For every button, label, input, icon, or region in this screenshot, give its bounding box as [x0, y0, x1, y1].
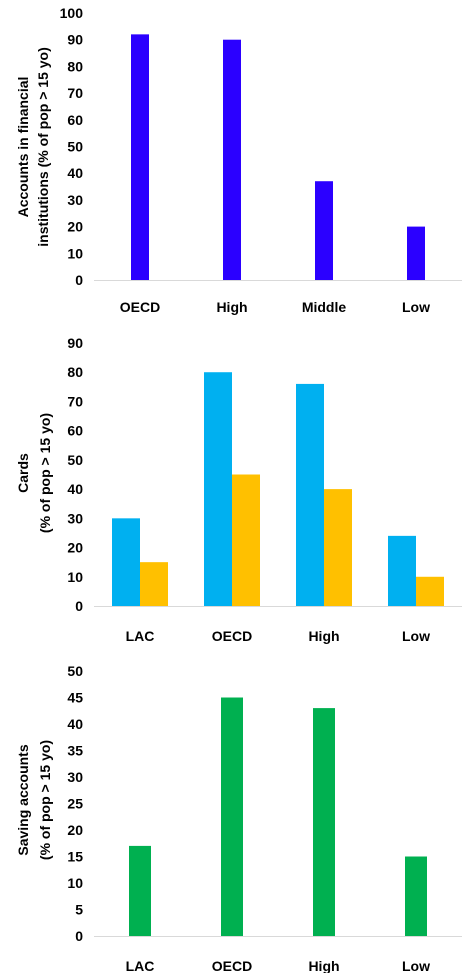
- bar: [315, 181, 333, 280]
- x-tick-label: High: [308, 958, 339, 973]
- y-tick-label: 50: [67, 663, 83, 679]
- x-tick-label: Middle: [302, 299, 347, 315]
- x-tick-label: OECD: [212, 628, 252, 644]
- bar: [131, 34, 149, 280]
- y-tick-label: 90: [67, 335, 83, 351]
- y-tick-label: 35: [67, 743, 83, 759]
- y-tick-label: 15: [67, 849, 83, 865]
- y-tick-label: 100: [60, 5, 84, 21]
- y-tick-label: 0: [75, 928, 83, 944]
- y-tick-label: 40: [67, 165, 83, 181]
- y-tick-label: 80: [67, 58, 83, 74]
- bar: [324, 489, 352, 606]
- y-tick-label: 30: [67, 769, 83, 785]
- y-tick-label: 50: [67, 452, 83, 468]
- y-tick-label: 45: [67, 690, 83, 706]
- bar: [407, 226, 425, 280]
- y-axis-label: (% of pop > 15 yo): [37, 413, 53, 533]
- y-tick-label: 0: [75, 272, 83, 288]
- y-tick-label: 80: [67, 364, 83, 380]
- y-axis-label: Cards: [15, 453, 31, 493]
- bar: [388, 535, 416, 606]
- x-tick-label: High: [216, 299, 247, 315]
- y-tick-label: 25: [67, 796, 83, 812]
- chart-1: 0 10 20 30 40 50 60 70 80 90 100 OECD High Middle Low A…: [15, 5, 462, 315]
- y-tick-label: 50: [67, 139, 83, 155]
- bar: [232, 474, 260, 606]
- y-tick-label: 40: [67, 716, 83, 732]
- y-tick-label: 40: [67, 481, 83, 497]
- y-tick-label: 60: [67, 423, 83, 439]
- bar: [223, 39, 241, 281]
- bar: [313, 708, 335, 936]
- chart-2: 0 10 20 30 40 50 60 70 80 90 LAC OECD High Low Cards (%…: [15, 335, 462, 644]
- bar: [129, 845, 151, 936]
- y-tick-label: 20: [67, 219, 83, 235]
- y-tick-label: 20: [67, 822, 83, 838]
- y-tick-label: 30: [67, 192, 83, 208]
- bar: [112, 518, 140, 606]
- y-tick-label: 0: [75, 598, 83, 614]
- y-tick-label: 5: [75, 902, 83, 918]
- y-tick-label: 10: [67, 569, 83, 585]
- x-tick-label: OECD: [212, 958, 252, 973]
- y-axis-label: (% of pop > 15 yo): [37, 740, 53, 860]
- x-tick-label: LAC: [126, 628, 155, 644]
- y-tick-label: 70: [67, 393, 83, 409]
- bar: [416, 576, 444, 606]
- y-axis-label: institutions (% of pop > 15 yo): [35, 47, 51, 247]
- y-tick-label: 70: [67, 85, 83, 101]
- bar: [204, 372, 232, 606]
- bar: [405, 856, 427, 936]
- y-tick-label: 30: [67, 510, 83, 526]
- y-axis-label: Accounts in financial: [15, 77, 31, 218]
- bar: [296, 383, 324, 606]
- y-tick-label: 10: [67, 245, 83, 261]
- y-axis-label: Saving accounts: [15, 744, 31, 855]
- x-tick-label: Low: [402, 299, 430, 315]
- x-tick-label: Low: [402, 958, 430, 973]
- x-tick-label: High: [308, 628, 339, 644]
- y-tick-label: 60: [67, 112, 83, 128]
- y-tick-label: 20: [67, 540, 83, 556]
- y-tick-label: 10: [67, 875, 83, 891]
- x-tick-label: LAC: [126, 958, 155, 973]
- y-tick-label: 90: [67, 32, 83, 48]
- bar: [221, 697, 243, 936]
- x-tick-label: Low: [402, 628, 430, 644]
- chart-3: 0 5 10 15 20 25 30 35 40 45 50 LAC OECD High Low Saving…: [15, 663, 462, 974]
- x-tick-label: OECD: [120, 299, 160, 315]
- bar: [140, 562, 168, 606]
